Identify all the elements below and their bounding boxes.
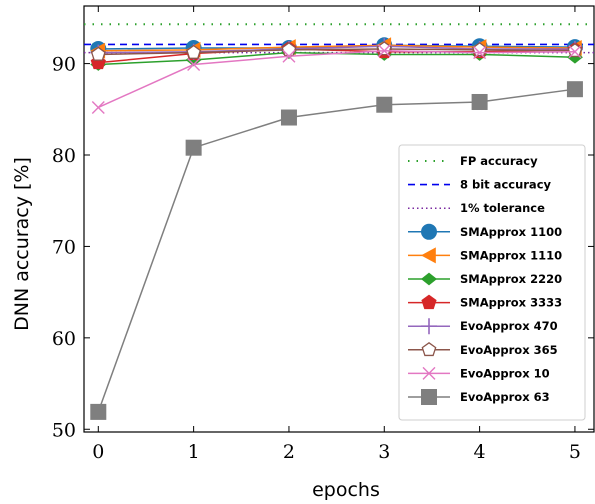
x-tick-label: 5: [569, 441, 581, 463]
x-axis-title: epochs: [312, 479, 380, 501]
series-evoapprox-10: [91, 44, 582, 114]
series-line: [98, 44, 575, 52]
data-point: [377, 44, 391, 58]
data-point: [187, 58, 201, 72]
data-point: [282, 49, 296, 63]
legend-item-evoapprox-470: EvoApprox 470: [408, 318, 558, 335]
data-point: [568, 45, 582, 59]
data-point: [566, 81, 583, 98]
data-point: [90, 46, 106, 61]
y-tick-label: 90: [52, 54, 76, 76]
data-point: [186, 44, 202, 59]
series-evoapprox-63: [90, 81, 583, 420]
legend-marker: [421, 272, 437, 286]
data-point: [90, 403, 107, 420]
y-tick-label: 80: [52, 145, 76, 167]
legend-item-eight-bit-accuracy: 8 bit accuracy: [408, 178, 552, 192]
data-point: [473, 46, 487, 60]
legend-label: FP accuracy: [460, 154, 538, 168]
data-point: [185, 139, 202, 156]
legend-item-smapprox-1100: SMApprox 1100: [408, 223, 562, 240]
legend-item-fp-accuracy: FP accuracy: [408, 154, 538, 168]
legend-item-smapprox-2220: SMApprox 2220: [408, 272, 562, 286]
x-tick-label: 1: [188, 441, 200, 463]
data-point: [280, 109, 297, 126]
legend-label: SMApprox 1100: [460, 225, 562, 239]
legend-item-evoapprox-365: EvoApprox 365: [408, 341, 558, 357]
legend-label: 8 bit accuracy: [460, 178, 552, 192]
legend-label: SMApprox 1110: [460, 248, 562, 262]
series-line: [98, 48, 575, 56]
legend-item-evoapprox-10: EvoApprox 10: [408, 366, 550, 380]
legend-marker: [421, 294, 437, 310]
legend-box: [398, 144, 586, 421]
series-line: [98, 48, 575, 64]
y-tick-label: 50: [52, 419, 76, 441]
plot-frame: [83, 5, 595, 433]
plot-layer: 0 1 2 3 4 5 50 60 70 80 90: [52, 5, 595, 463]
legend-item-smapprox-1110: SMApprox 1110: [408, 247, 562, 264]
series-line: [97, 88, 576, 413]
data-point: [567, 42, 583, 58]
legend: FP accuracy 8 bit accuracy 1% tolerance SMA…: [398, 144, 586, 421]
legend-label: 1% tolerance: [460, 201, 545, 215]
data-point: [376, 96, 393, 113]
legend-label: SMApprox 3333: [460, 296, 562, 310]
data-point: [471, 93, 488, 110]
x-tick-label: 3: [378, 441, 390, 463]
legend-item-tolerance: 1% tolerance: [408, 201, 545, 215]
legend-marker: [421, 389, 437, 405]
series-line: [98, 45, 575, 54]
x-tick-label: 0: [92, 441, 104, 463]
y-tick-label: 60: [52, 328, 76, 350]
y-axis-title: DNN accuracy [%]: [11, 157, 33, 331]
legend-marker: [421, 247, 436, 264]
legend-marker: [421, 341, 437, 357]
series-line: [97, 50, 575, 109]
legend-label: EvoApprox 63: [460, 390, 550, 404]
legend-label: EvoApprox 10: [460, 366, 550, 380]
legend-item-evoapprox-63: EvoApprox 63: [408, 389, 550, 405]
legend-label: EvoApprox 470: [460, 319, 558, 333]
legend-item-smapprox-3333: SMApprox 3333: [408, 294, 562, 310]
y-tick-label: 70: [52, 236, 76, 258]
legend-marker: [421, 223, 437, 240]
x-tick-label: 4: [474, 441, 486, 463]
legend-marker: [422, 366, 436, 380]
series-line: [98, 51, 575, 66]
data-point: [91, 100, 105, 114]
legend-marker: [421, 318, 437, 335]
legend-label: EvoApprox 365: [460, 343, 558, 357]
x-tick-label: 2: [283, 441, 295, 463]
legend-label: SMApprox 2220: [460, 272, 562, 286]
